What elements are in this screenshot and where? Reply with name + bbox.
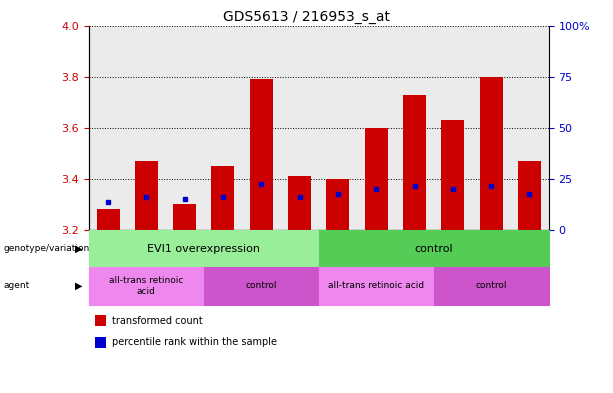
Text: control: control: [414, 244, 453, 253]
Text: control: control: [246, 281, 277, 290]
Text: ▶: ▶: [75, 281, 83, 291]
Bar: [135, 161, 158, 230]
Bar: [518, 161, 541, 230]
Text: genotype/variation: genotype/variation: [3, 244, 89, 253]
Bar: [327, 179, 349, 230]
Text: control: control: [476, 281, 507, 290]
Bar: [250, 79, 273, 230]
Bar: [403, 94, 426, 230]
Bar: [173, 204, 196, 230]
Bar: [288, 176, 311, 230]
Bar: [365, 128, 388, 230]
Bar: [441, 120, 465, 230]
Text: ▶: ▶: [75, 244, 83, 253]
Text: all-trans retinoic
acid: all-trans retinoic acid: [109, 276, 183, 296]
Bar: [96, 209, 120, 230]
Text: agent: agent: [3, 281, 29, 290]
Text: transformed count: transformed count: [112, 316, 203, 326]
Text: all-trans retinoic acid: all-trans retinoic acid: [328, 281, 424, 290]
Bar: [211, 166, 235, 230]
Text: GDS5613 / 216953_s_at: GDS5613 / 216953_s_at: [223, 10, 390, 24]
Text: percentile rank within the sample: percentile rank within the sample: [112, 337, 277, 347]
Text: EVI1 overexpression: EVI1 overexpression: [147, 244, 261, 253]
Bar: [479, 77, 503, 230]
